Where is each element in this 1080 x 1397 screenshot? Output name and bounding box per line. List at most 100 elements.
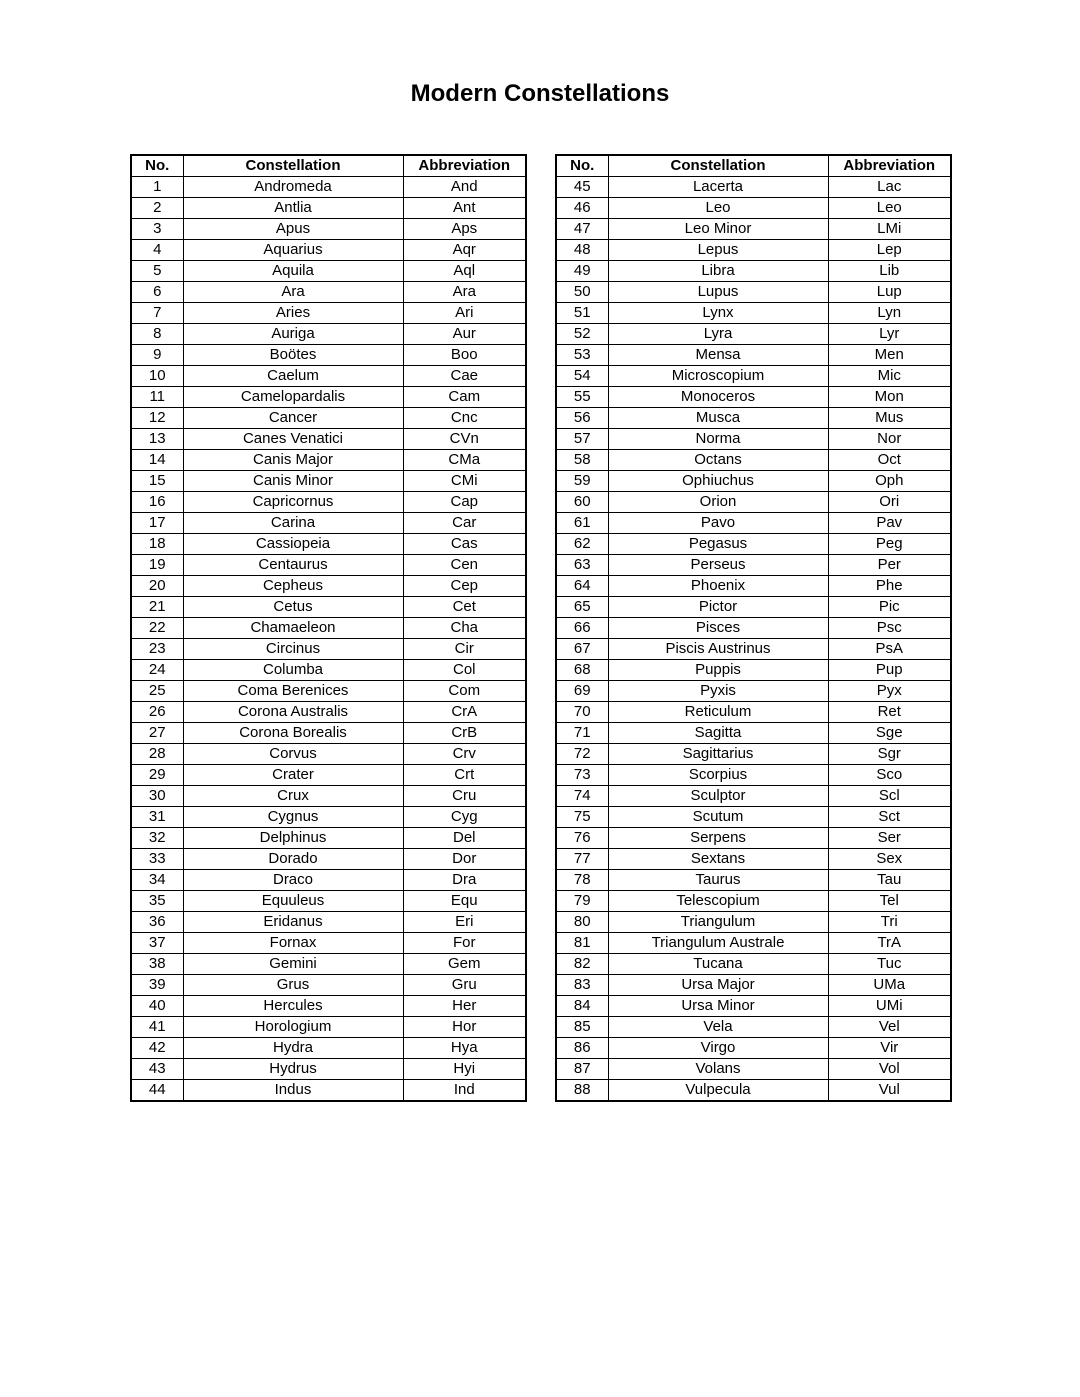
cell-abbr: Lac (828, 177, 951, 198)
cell-name: Vela (608, 1017, 828, 1038)
col-header-no: No. (556, 155, 608, 177)
table-row: 21CetusCet (131, 597, 526, 618)
cell-abbr: Hya (403, 1038, 526, 1059)
cell-no: 20 (131, 576, 183, 597)
cell-name: Cygnus (183, 807, 403, 828)
cell-name: Sagittarius (608, 744, 828, 765)
cell-no: 55 (556, 387, 608, 408)
cell-abbr: Cha (403, 618, 526, 639)
cell-name: Ophiuchus (608, 471, 828, 492)
table-row: 36EridanusEri (131, 912, 526, 933)
cell-no: 53 (556, 345, 608, 366)
cell-name: Sculptor (608, 786, 828, 807)
cell-abbr: Oph (828, 471, 951, 492)
cell-abbr: Pic (828, 597, 951, 618)
table-row: 70ReticulumRet (556, 702, 951, 723)
cell-abbr: Scl (828, 786, 951, 807)
cell-name: Musca (608, 408, 828, 429)
cell-name: Lacerta (608, 177, 828, 198)
table-row: 25Coma BerenicesCom (131, 681, 526, 702)
cell-no: 88 (556, 1080, 608, 1102)
cell-name: Volans (608, 1059, 828, 1080)
cell-no: 57 (556, 429, 608, 450)
cell-abbr: Com (403, 681, 526, 702)
cell-abbr: Vir (828, 1038, 951, 1059)
table-row: 79TelescopiumTel (556, 891, 951, 912)
cell-name: Triangulum Australe (608, 933, 828, 954)
cell-no: 36 (131, 912, 183, 933)
table-row: 6AraAra (131, 282, 526, 303)
table-row: 58OctansOct (556, 450, 951, 471)
cell-no: 58 (556, 450, 608, 471)
cell-abbr: Lup (828, 282, 951, 303)
table-row: 68PuppisPup (556, 660, 951, 681)
table-row: 69PyxisPyx (556, 681, 951, 702)
cell-name: Piscis Austrinus (608, 639, 828, 660)
cell-name: Aquila (183, 261, 403, 282)
table-row: 16CapricornusCap (131, 492, 526, 513)
cell-abbr: Vel (828, 1017, 951, 1038)
cell-no: 2 (131, 198, 183, 219)
cell-abbr: Leo (828, 198, 951, 219)
table-row: 61PavoPav (556, 513, 951, 534)
cell-no: 51 (556, 303, 608, 324)
cell-name: Canis Minor (183, 471, 403, 492)
cell-abbr: Lyr (828, 324, 951, 345)
table-row: 80TriangulumTri (556, 912, 951, 933)
table-row: 5AquilaAql (131, 261, 526, 282)
cell-name: Carina (183, 513, 403, 534)
cell-abbr: CrB (403, 723, 526, 744)
cell-name: Coma Berenices (183, 681, 403, 702)
table-row: 48LepusLep (556, 240, 951, 261)
table-row: 60OrionOri (556, 492, 951, 513)
cell-no: 60 (556, 492, 608, 513)
cell-name: Aries (183, 303, 403, 324)
cell-abbr: Ori (828, 492, 951, 513)
table-row: 3ApusAps (131, 219, 526, 240)
table-header-row: No. Constellation Abbreviation (131, 155, 526, 177)
table-row: 14Canis MajorCMa (131, 450, 526, 471)
cell-no: 15 (131, 471, 183, 492)
cell-name: Cepheus (183, 576, 403, 597)
cell-abbr: Mon (828, 387, 951, 408)
table-row: 10CaelumCae (131, 366, 526, 387)
cell-no: 19 (131, 555, 183, 576)
cell-abbr: Pyx (828, 681, 951, 702)
table-row: 82TucanaTuc (556, 954, 951, 975)
cell-no: 74 (556, 786, 608, 807)
table-container: No. Constellation Abbreviation 1Andromed… (130, 154, 950, 1102)
cell-no: 7 (131, 303, 183, 324)
cell-abbr: Ret (828, 702, 951, 723)
table-row: 42HydraHya (131, 1038, 526, 1059)
cell-name: Grus (183, 975, 403, 996)
table-row: 15Canis MinorCMi (131, 471, 526, 492)
cell-name: Capricornus (183, 492, 403, 513)
cell-abbr: Aql (403, 261, 526, 282)
table-row: 71SagittaSge (556, 723, 951, 744)
cell-no: 78 (556, 870, 608, 891)
table-row: 19CentaurusCen (131, 555, 526, 576)
table-row: 23CircinusCir (131, 639, 526, 660)
cell-abbr: Del (403, 828, 526, 849)
cell-name: Phoenix (608, 576, 828, 597)
table-row: 26Corona AustralisCrA (131, 702, 526, 723)
table-row: 54MicroscopiumMic (556, 366, 951, 387)
cell-name: Crux (183, 786, 403, 807)
cell-name: Canes Venatici (183, 429, 403, 450)
table-row: 73ScorpiusSco (556, 765, 951, 786)
cell-no: 23 (131, 639, 183, 660)
cell-name: Hercules (183, 996, 403, 1017)
table-row: 8AurigaAur (131, 324, 526, 345)
cell-no: 21 (131, 597, 183, 618)
cell-no: 42 (131, 1038, 183, 1059)
cell-no: 77 (556, 849, 608, 870)
cell-abbr: Col (403, 660, 526, 681)
cell-name: Telescopium (608, 891, 828, 912)
cell-abbr: Tel (828, 891, 951, 912)
cell-abbr: Cru (403, 786, 526, 807)
cell-name: Caelum (183, 366, 403, 387)
cell-no: 29 (131, 765, 183, 786)
cell-abbr: Lib (828, 261, 951, 282)
cell-abbr: Pup (828, 660, 951, 681)
cell-abbr: Lyn (828, 303, 951, 324)
